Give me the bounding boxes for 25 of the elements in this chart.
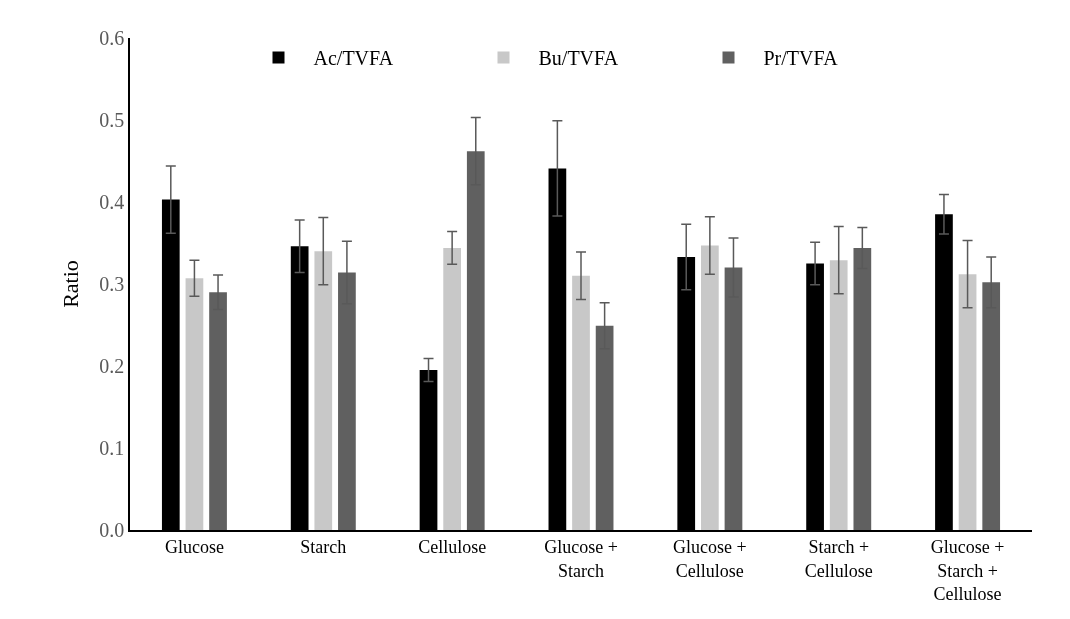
legend-label: Ac/TVFA [313,47,394,70]
bar [185,278,204,530]
y-axis-title: Ratio [57,260,83,308]
y-tick-label: 0.1 [99,437,125,459]
y-tick-label: 0.4 [99,191,125,213]
x-tick-label: Glucose + Starch [544,537,618,581]
x-tick-label: Glucose [164,537,224,558]
y-tick-label: 0.5 [99,109,125,131]
y-tick-label: 0.0 [99,519,125,541]
x-tick-label: Glucose + Starch + Cellulose [930,537,1005,605]
legend-label: Pr/TVFA [763,47,839,70]
y-tick-label: 0.3 [99,273,125,295]
bar [829,260,848,530]
bar [958,274,977,530]
y-tick-label: 0.6 [99,27,125,49]
bar [443,247,461,530]
x-tick-label: Starch + Cellulose [804,537,873,581]
x-tick-label: Starch [300,537,347,558]
x-tick-label: Cellulose [418,537,487,558]
x-tick-label: Glucose + Cellulose [673,537,747,581]
bar [314,251,333,530]
bar [701,245,719,530]
y-tick-label: 0.2 [99,355,125,377]
legend-label: Bu/TVFA [538,47,619,70]
bar [572,275,590,530]
